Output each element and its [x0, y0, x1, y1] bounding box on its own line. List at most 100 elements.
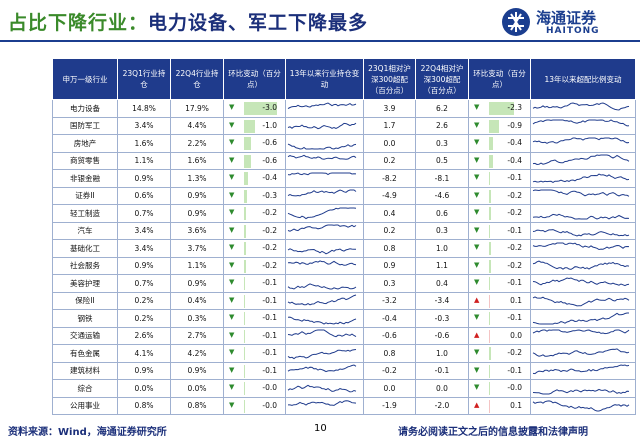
change-arrow: ▲ [474, 295, 480, 304]
table-cell: 0.2% [117, 291, 171, 310]
change-value: -0.6 [262, 155, 277, 165]
table-row: 钢铁 0.2% 0.3% ▼ -0.1 -0.4 -0.3 ▼ -0.1 [52, 309, 636, 328]
table-cell: 2.7% [170, 326, 224, 345]
table-cell: ▼ -2.3 [468, 99, 531, 118]
sparkline-cell [285, 186, 364, 205]
change-bar [244, 259, 247, 273]
sparkline-cell [530, 169, 636, 188]
table-cell: 非银金融 [52, 169, 118, 188]
table-cell: ▲ 0.0 [468, 326, 531, 345]
table-cell: -8.1 [415, 169, 469, 188]
table-cell: 0.0 [415, 379, 469, 398]
sparkline [287, 329, 357, 338]
table-row: 综合 0.0% 0.0% ▼ -0.0 0.0 0.0 ▼ -0.0 [52, 379, 636, 398]
table-row: 美容护理 0.7% 0.9% ▼ -0.1 0.3 0.4 ▼ -0.1 [52, 274, 636, 293]
sparkline [287, 294, 357, 306]
table-cell: 社会服务 [52, 256, 118, 275]
table-cell: 0.4 [363, 204, 416, 223]
sparkline [532, 388, 630, 395]
change-value: -0.1 [262, 330, 277, 340]
sparkline [287, 189, 357, 197]
logo: 海通证券 HAITONG [500, 6, 635, 38]
sparkline [532, 213, 630, 220]
sparkline [532, 312, 629, 325]
table-cell: ▼ -0.1 [223, 309, 286, 328]
change-bar [244, 242, 247, 255]
change-value: -0.9 [507, 120, 522, 130]
title-rule [0, 40, 640, 42]
sparkline-cell [285, 99, 364, 118]
table-row: 商贸零售 1.1% 1.6% ▼ -0.6 0.2 0.5 ▼ -0.4 [52, 151, 636, 170]
table-cell: ▼ -0.2 [468, 186, 531, 205]
change-bar [489, 172, 491, 185]
sparkline [287, 123, 357, 130]
change-arrow: ▼ [229, 348, 235, 356]
logo-cn: 海通证券 [536, 9, 597, 27]
change-value: -2.3 [507, 103, 522, 112]
table-cell: 0.0% [117, 379, 171, 398]
change-arrow: ▼ [474, 155, 480, 164]
change-arrow: ▼ [474, 225, 480, 234]
table-row: 房地产 1.6% 2.2% ▼ -0.6 0.0 0.3 ▼ -0.4 [52, 134, 636, 153]
sparkline-cell [285, 344, 364, 363]
column-header: 23Q1相对沪深300超配（百分点） [363, 58, 416, 100]
change-value: -0.1 [262, 348, 277, 357]
change-bar [489, 224, 491, 238]
table-cell: 1.1% [117, 151, 171, 170]
table-cell: 0.8 [363, 239, 416, 258]
change-arrow: ▼ [229, 330, 235, 339]
table-cell: 1.1 [415, 256, 469, 275]
table-cell: 0.9% [170, 361, 224, 380]
change-value: -3.0 [262, 103, 277, 112]
table-cell: 0.3 [415, 221, 469, 240]
table-cell: 3.4% [117, 239, 171, 258]
sparkline-cell [530, 116, 636, 135]
sparkline [287, 247, 356, 255]
table-cell: -0.6 [363, 326, 416, 345]
change-value: -0.1 [507, 313, 522, 322]
change-arrow: ▼ [474, 138, 480, 146]
table-cell: 0.3 [415, 134, 469, 153]
table-cell: 14.8% [117, 99, 171, 118]
table-cell: 电力设备 [52, 99, 118, 118]
change-value: -0.0 [507, 383, 522, 392]
sparkline [532, 400, 630, 412]
sparkline-cell [285, 204, 364, 223]
change-value: -0.2 [507, 208, 522, 217]
change-arrow: ▼ [474, 313, 480, 321]
change-bar [244, 224, 247, 238]
sparkline-cell [530, 379, 636, 398]
sparkline-cell [530, 309, 636, 328]
sparkline-cell [530, 256, 636, 275]
change-value: -0.2 [262, 225, 277, 235]
change-arrow: ▼ [229, 365, 235, 374]
change-bar [489, 259, 492, 273]
change-bar [244, 154, 251, 168]
table-cell: ▼ -0.0 [468, 379, 531, 398]
table-cell: 有色金属 [52, 344, 118, 363]
change-bar [244, 189, 248, 203]
change-bar [489, 119, 499, 133]
sparkline-cell [530, 396, 636, 415]
table-cell: ▼ -0.1 [468, 221, 531, 240]
change-arrow: ▼ [474, 278, 480, 286]
change-value: -0.0 [262, 400, 277, 410]
change-value: -0.3 [262, 190, 277, 200]
change-arrow: ▼ [229, 155, 235, 164]
table-cell: -3.4 [415, 291, 469, 310]
change-bar [244, 119, 255, 133]
table-row: 基础化工 3.4% 3.7% ▼ -0.2 0.8 1.0 ▼ -0.2 [52, 239, 636, 258]
change-bar [489, 312, 491, 325]
table-cell: 0.0 [363, 134, 416, 153]
sparkline-cell [530, 291, 636, 310]
change-arrow: ▼ [229, 225, 235, 234]
sparkline-cell [285, 116, 364, 135]
table-cell: 0.4% [170, 291, 224, 310]
table-cell: ▼ -0.9 [468, 116, 531, 135]
title-main: 电力设备、军工下降最多 [148, 12, 369, 34]
table-cell: ▼ -0.2 [468, 344, 531, 363]
change-value: -0.1 [507, 225, 522, 235]
change-value: -0.1 [262, 295, 277, 305]
table-row: 保险II 0.2% 0.4% ▼ -0.1 -3.2 -3.4 ▲ 0.1 [52, 291, 636, 310]
sparkline [287, 260, 357, 267]
